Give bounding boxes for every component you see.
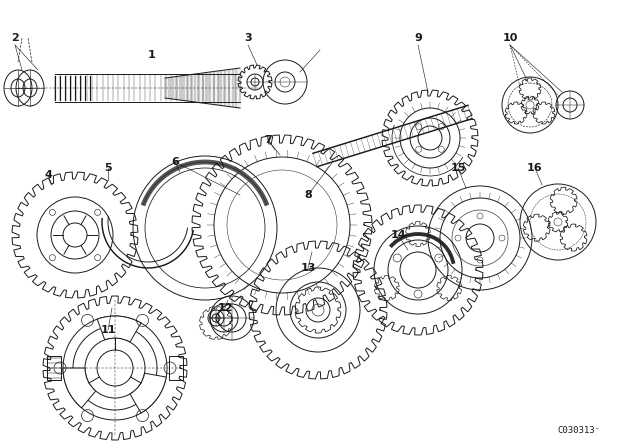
Text: 2: 2 bbox=[11, 33, 19, 43]
Text: 16: 16 bbox=[527, 163, 543, 173]
Text: 9: 9 bbox=[414, 33, 422, 43]
Text: 4: 4 bbox=[44, 170, 52, 180]
Text: 12: 12 bbox=[217, 303, 233, 313]
Bar bbox=[47, 356, 61, 380]
Text: 15: 15 bbox=[451, 163, 466, 173]
Wedge shape bbox=[63, 368, 96, 408]
Text: 5: 5 bbox=[104, 163, 112, 173]
Text: 7: 7 bbox=[264, 135, 272, 145]
Text: 3: 3 bbox=[244, 33, 252, 43]
Text: 1: 1 bbox=[148, 50, 156, 60]
Text: 14: 14 bbox=[390, 230, 406, 240]
Text: 10: 10 bbox=[502, 33, 518, 43]
Text: 13: 13 bbox=[300, 263, 316, 273]
Wedge shape bbox=[97, 316, 141, 342]
Bar bbox=[169, 356, 183, 380]
Text: 11: 11 bbox=[100, 325, 116, 335]
Text: 6: 6 bbox=[171, 157, 179, 167]
Wedge shape bbox=[130, 373, 166, 413]
Text: 8: 8 bbox=[304, 190, 312, 200]
Text: C030313⁻: C030313⁻ bbox=[557, 426, 600, 435]
